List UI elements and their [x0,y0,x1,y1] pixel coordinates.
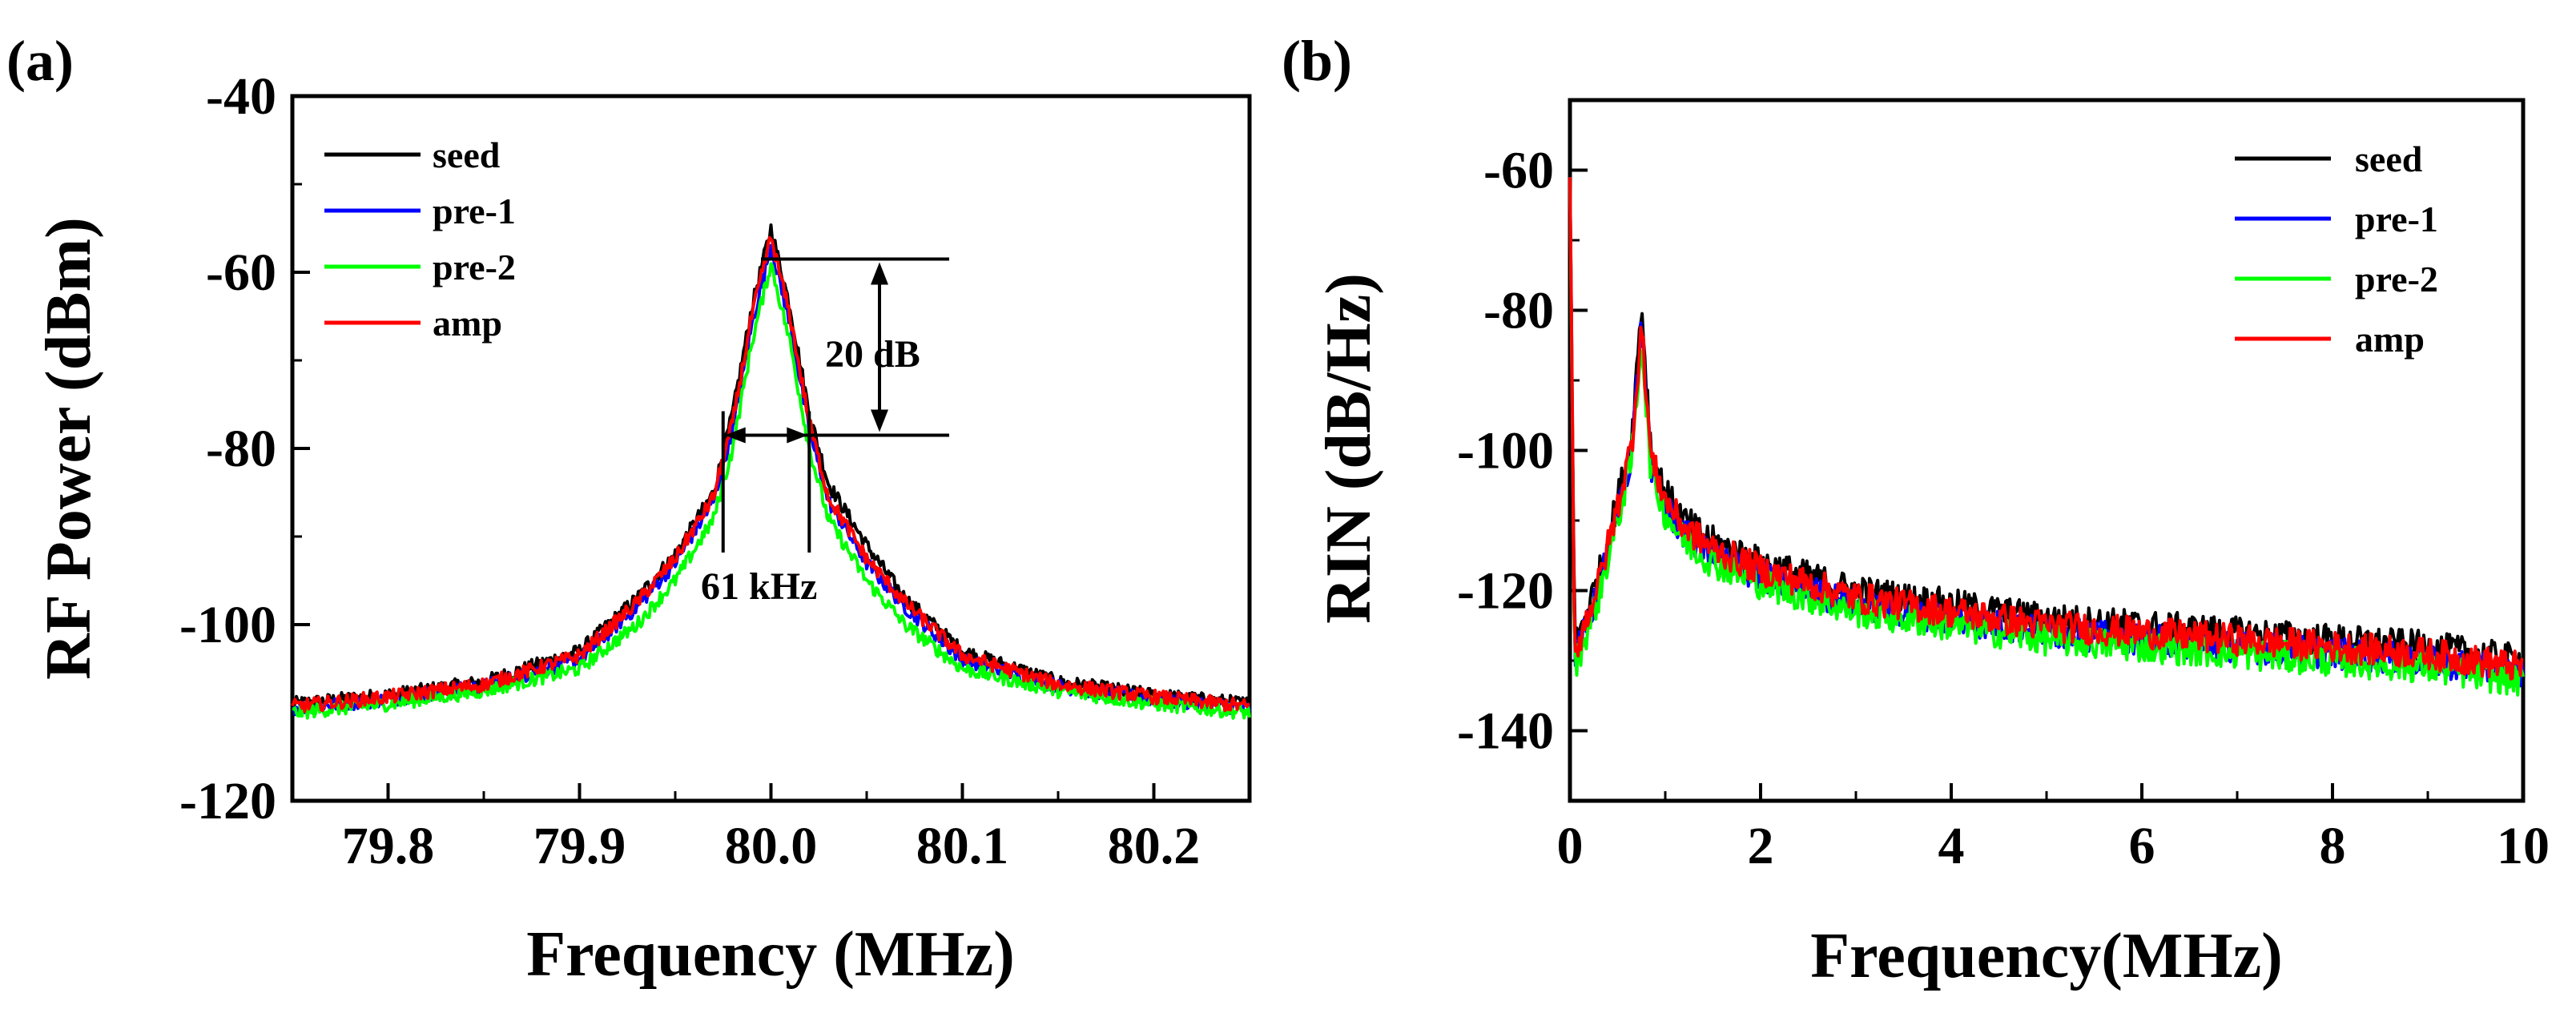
chart-a-xlabel: Frequency (MHz) [526,919,1014,990]
legend-label-amp: amp [433,303,502,344]
series-line-amp [1568,177,2524,681]
y-tick-label: -60 [206,243,276,302]
legend-label-seed: seed [433,135,501,175]
y-tick-label: -120 [179,772,276,830]
chart-b-legend: seed pre-1 pre-2 amp [2235,139,2438,360]
legend-label-amp: amp [2355,319,2425,360]
chart-a-ticks [291,94,1251,802]
chart-a-annotations: 20 dB 61 kHz [701,257,949,608]
legend-label-pre-1: pre-1 [2355,199,2438,239]
chart-a: 79.8 79.9 80.0 80.1 80.2 -120 -100 -80 -60 -40 20… [34,67,1252,990]
annotation-61khz: 61 kHz [701,565,817,608]
annotation-arrowhead [724,427,746,444]
series-line-seed [1568,177,2525,677]
series-line-amp [291,235,1250,713]
legend-label-pre-2: pre-2 [2355,259,2438,299]
legend-label-seed: seed [2355,139,2423,179]
y-tick-label: -80 [206,420,276,478]
y-tick-label: -60 [1483,142,1554,200]
chart-b-xlabel: Frequency(MHz) [1810,921,2282,991]
y-tick-label: -100 [179,596,276,654]
x-tick-label: 80.1 [916,817,1009,875]
annotation-arrowhead [871,409,888,432]
series-line-seed [291,223,1250,713]
annotation-arrowhead [871,262,888,285]
chart-a-tick-labels: 79.8 79.9 80.0 80.1 80.2 -120 -100 -80 -60 -40 [179,67,1200,875]
y-tick-label: -120 [1457,562,1554,621]
x-tick-label: 79.9 [533,817,626,875]
chart-b-series [1568,177,2525,697]
y-tick-label: -80 [1483,282,1554,340]
x-tick-label: 2 [1748,817,1774,875]
chart-a-series [291,223,1251,720]
chart-b-tick-labels: 0 2 4 6 8 10 -140 -120 -100 -80 -60 [1457,142,2550,876]
chart-a-legend: seed pre-1 pre-2 amp [324,135,516,344]
legend-label-pre-2: pre-2 [433,247,516,287]
x-tick-label: 4 [1938,817,1965,875]
y-tick-label: -100 [1457,422,1554,480]
panel-label-a: (a) [6,29,74,93]
chart-a-ylabel: RF Power (dBm) [34,217,104,680]
chart-b-ylabel: RIN (dB/Hz) [1314,273,1384,624]
panel-label-b: (b) [1282,29,1352,93]
x-tick-label: 0 [1557,817,1584,875]
x-tick-label: 6 [2129,817,2155,875]
x-tick-label: 10 [2497,817,2550,875]
x-tick-label: 79.8 [342,817,435,875]
x-tick-label: 80.2 [1108,817,1201,875]
y-tick-label: -40 [206,67,276,126]
annotation-20db: 20 dB [825,333,920,376]
x-tick-label: 8 [2320,817,2346,875]
chart-b: 0 2 4 6 8 10 -140 -120 -100 -80 -60 seed pre-1 pre-2… [1314,98,2550,991]
x-tick-label: 80.0 [725,817,818,875]
y-tick-label: -140 [1457,702,1554,761]
annotation-arrowhead [787,427,808,444]
legend-label-pre-1: pre-1 [433,191,516,231]
